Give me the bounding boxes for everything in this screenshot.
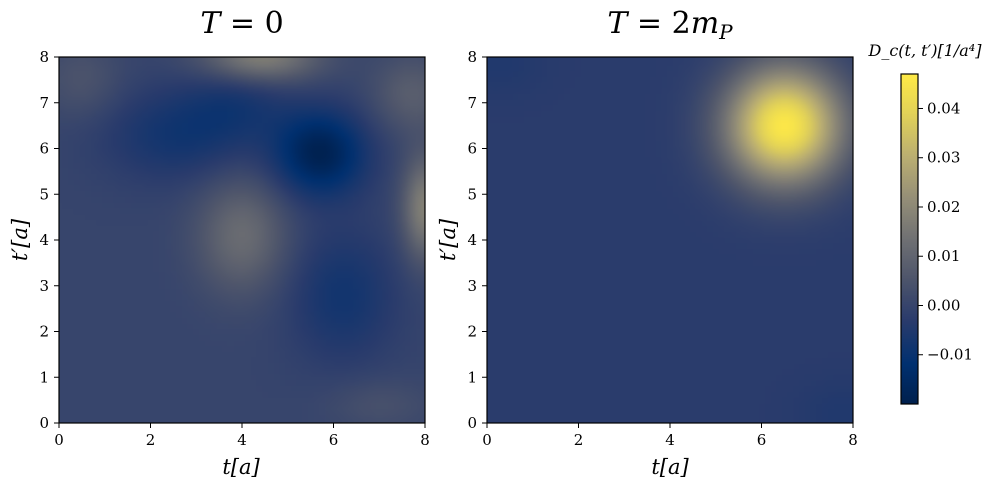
x-tick-label: 4	[237, 431, 247, 449]
y-tick-label: 6	[467, 140, 477, 158]
x-tick-label: 2	[574, 431, 584, 449]
x-tick-label: 6	[757, 431, 767, 449]
colorbar-tick-label: 0.01	[927, 247, 960, 265]
x-axis-label: t[a]	[651, 455, 689, 479]
heatmap-panel-t2mp: T = 2mP t[a] t′[a] 0 2 4 6 8 0 1 2 3 4 5 6 7 8	[436, 6, 858, 479]
colorbar-tick-label: 0.03	[927, 149, 960, 167]
y-tick-label: 7	[467, 94, 477, 112]
y-axis-label: t′[a]	[8, 218, 32, 261]
y-tick-label: 5	[467, 185, 477, 203]
title-rest: = 0	[220, 6, 283, 41]
y-tick-label: 0	[39, 414, 49, 432]
colorbar-tick-label: 0.02	[927, 198, 960, 216]
title-eq: = 2	[627, 6, 690, 41]
title-sub: P	[718, 20, 733, 44]
x-tick-label: 6	[329, 431, 339, 449]
y-tick-label: 8	[39, 48, 49, 66]
colorbar-tick-label: −0.01	[927, 346, 973, 364]
y-tick-label: 8	[467, 48, 477, 66]
x-tick-label: 0	[482, 431, 492, 449]
colorbar-frame	[900, 73, 919, 405]
y-tick-label: 3	[467, 277, 477, 295]
colorbar-gradient	[901, 74, 918, 404]
y-tick-label: 2	[39, 323, 49, 341]
title-T: T	[607, 6, 629, 41]
y-tick-label: 1	[39, 368, 49, 386]
x-tick-label: 8	[848, 431, 858, 449]
y-tick-label: 4	[467, 231, 477, 249]
colorbar-title: D_c(t, t′)[1/a⁴]	[868, 41, 983, 60]
title-T: T	[200, 6, 222, 41]
y-tick-label: 1	[467, 368, 477, 386]
y-axis-label: t′[a]	[436, 218, 460, 261]
x-tick-label: 2	[146, 431, 156, 449]
x-axis-label: t[a]	[222, 455, 260, 479]
x-tick-label: 8	[420, 431, 430, 449]
colorbar-tick-label: 0.04	[927, 99, 960, 117]
y-tick-label: 2	[467, 323, 477, 341]
title-m: m	[691, 6, 719, 41]
heatmap-panel-t0: T = 0 t[a] t′[a] 0 2 4 6 8 0 1 2 3 4 5 6 7 8	[8, 6, 430, 479]
y-tick-label: 7	[39, 94, 49, 112]
y-tick-label: 4	[39, 231, 49, 249]
heatmap-image	[487, 57, 853, 423]
x-tick-label: 0	[54, 431, 64, 449]
panel-title: T = 2mP	[607, 6, 733, 44]
y-tick-label: 6	[39, 140, 49, 158]
panel-title: T = 0	[200, 6, 283, 41]
y-tick-label: 3	[39, 277, 49, 295]
x-tick-label: 4	[665, 431, 675, 449]
colorbar: D_c(t, t′)[1/a⁴] 0.04 0.03 0.02 0.01 0.00 −0.…	[868, 41, 983, 405]
y-tick-label: 5	[39, 185, 49, 203]
heatmap-image	[59, 57, 425, 423]
y-tick-label: 0	[467, 414, 477, 432]
colorbar-tick-label: 0.00	[927, 296, 960, 314]
